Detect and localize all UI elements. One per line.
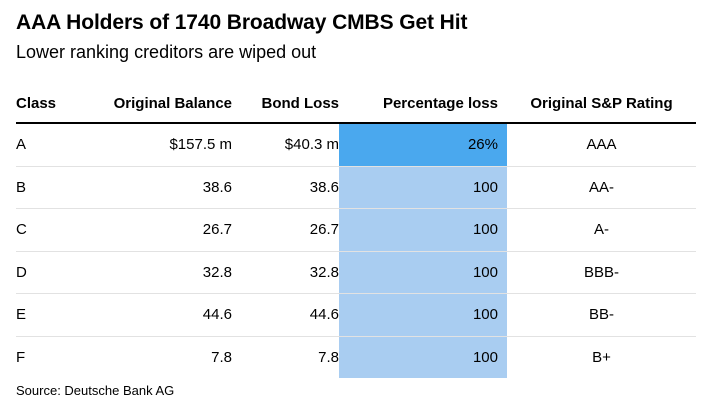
cell-class: B bbox=[16, 166, 96, 209]
source-note: Source: Deutsche Bank AG bbox=[16, 383, 175, 398]
cell-bond-loss: 44.6 bbox=[232, 293, 339, 337]
table-row: A $157.5 m $40.3 m 26% AAA bbox=[16, 123, 696, 167]
cell-percentage-loss: 100 bbox=[339, 166, 507, 209]
table-row: E 44.6 44.6 100 BB- bbox=[16, 293, 696, 337]
column-header-original-balance: Original Balance bbox=[96, 84, 232, 124]
cell-class: E bbox=[16, 293, 96, 337]
data-table: Class Original Balance Bond Loss Percent… bbox=[16, 84, 696, 378]
table-row: C 26.7 26.7 100 A- bbox=[16, 208, 696, 252]
chart-subtitle: Lower ranking creditors are wiped out bbox=[16, 42, 317, 62]
chart-title: AAA Holders of 1740 Broadway CMBS Get Hi… bbox=[16, 11, 468, 34]
table-row: F 7.8 7.8 100 B+ bbox=[16, 336, 696, 378]
cell-bond-loss: 38.6 bbox=[232, 166, 339, 209]
cell-bond-loss: 7.8 bbox=[318, 348, 339, 366]
cell-bond-loss: 26.7 bbox=[232, 208, 339, 252]
cell-class: D bbox=[16, 251, 96, 294]
cell-original-balance: 26.7 bbox=[96, 208, 232, 252]
table-row: B 38.6 38.6 100 AA- bbox=[16, 166, 696, 209]
cell-percentage-loss: 100 bbox=[339, 293, 507, 337]
column-header-rating: Original S&P Rating bbox=[507, 84, 696, 124]
cell-percentage-loss: 100 bbox=[339, 251, 507, 294]
table-row: D 32.8 32.8 100 BBB- bbox=[16, 251, 696, 294]
cell-rating: BB- bbox=[507, 293, 696, 337]
cell-original-balance: 32.8 bbox=[96, 251, 232, 294]
column-header-class: Class bbox=[16, 84, 96, 124]
cell-class: F bbox=[16, 348, 26, 366]
cell-original-balance: 38.6 bbox=[96, 166, 232, 209]
cell-class: C bbox=[16, 208, 96, 252]
cell-percentage-loss: 100 bbox=[339, 208, 507, 252]
cell-rating: B+ bbox=[592, 348, 611, 366]
cell-rating: AA- bbox=[507, 166, 696, 209]
cell-percentage-loss: 26% bbox=[339, 123, 507, 167]
cell-rating: AAA bbox=[507, 123, 696, 167]
cell-original-balance: 44.6 bbox=[96, 293, 232, 337]
cell-percentage-loss: 100 bbox=[339, 336, 507, 378]
cell-class: A bbox=[16, 123, 96, 167]
header-row: Class Original Balance Bond Loss Percent… bbox=[16, 84, 696, 124]
cell-rating: BBB- bbox=[507, 251, 696, 294]
cell-rating: A- bbox=[507, 208, 696, 252]
cell-original-balance: 7.8 bbox=[211, 348, 232, 366]
cell-original-balance: $157.5 m bbox=[96, 123, 232, 167]
cell-bond-loss: 32.8 bbox=[232, 251, 339, 294]
column-header-bond-loss: Bond Loss bbox=[232, 84, 339, 124]
cell-bond-loss: $40.3 m bbox=[232, 123, 339, 167]
table-body: A $157.5 m $40.3 m 26% AAA B 38.6 38.6 100 AA- C 26… bbox=[16, 123, 696, 378]
column-header-percentage-loss: Percentage loss bbox=[339, 84, 507, 124]
